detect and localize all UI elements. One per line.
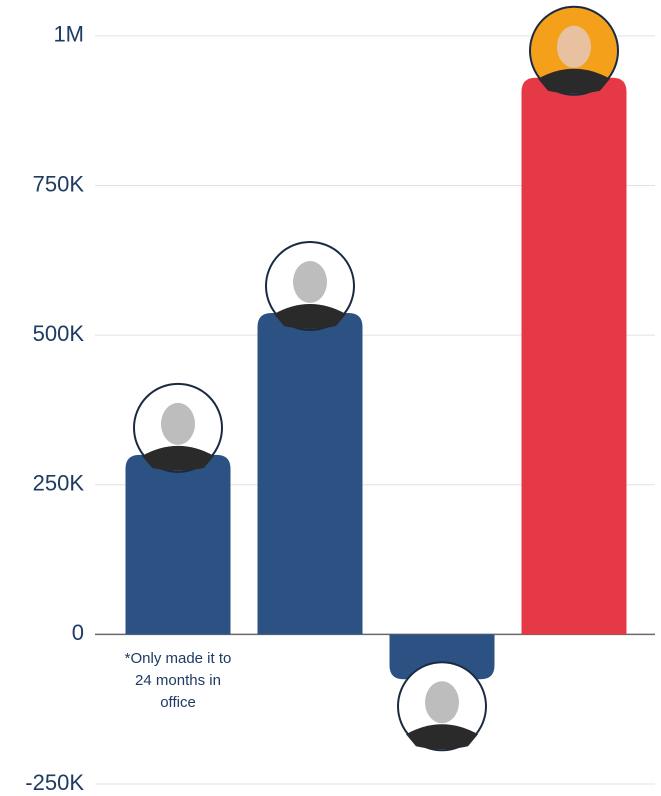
bar [389,634,495,680]
portrait [529,5,619,96]
y-tick-label: 0 [72,620,84,645]
portrait-shoulders [538,68,610,94]
portrait-shoulders [406,724,478,750]
annotation: *Only made it to 24 months in office [124,650,232,712]
portrait [265,241,355,332]
y-tick-label: 1M [53,22,84,47]
portrait [397,661,487,752]
y-tick-label: 750K [33,171,85,196]
portrait-head [425,681,459,724]
y-tick-label: 250K [33,471,85,496]
portrait [133,382,223,473]
bar [521,77,627,635]
portrait-head [557,25,591,68]
portrait-shoulders [274,304,346,330]
y-tick-label: -250K [25,770,84,795]
y-tick-label: 500K [33,321,85,346]
portrait-shoulders [142,445,214,471]
portrait-head [161,402,195,445]
portrait-head [293,261,327,304]
bar [125,454,231,635]
bar [257,313,363,635]
